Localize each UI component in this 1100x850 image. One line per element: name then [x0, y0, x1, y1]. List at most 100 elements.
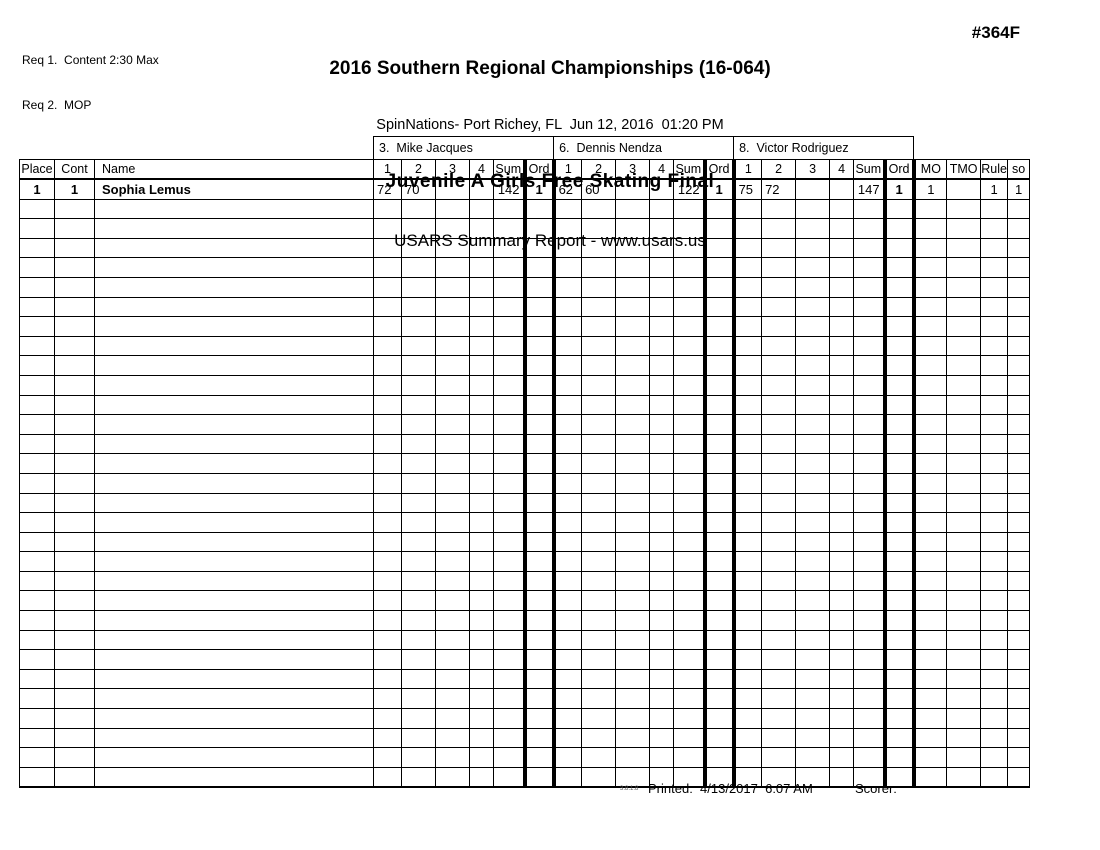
empty-cell [980, 414, 1009, 435]
empty-cell [829, 668, 855, 690]
empty-cell [581, 551, 617, 572]
empty-cell [882, 296, 916, 318]
empty-cell [553, 335, 583, 357]
empty-cell [373, 276, 403, 298]
empty-cell [401, 512, 437, 533]
empty-cell [581, 688, 617, 710]
empty-cell [673, 296, 706, 318]
empty-cell [493, 649, 526, 670]
empty-cell [733, 472, 763, 494]
empty-cell [795, 551, 831, 572]
empty-cell [795, 335, 831, 357]
empty-cell [93, 629, 375, 651]
empty-table-row [19, 629, 1031, 651]
empty-cell [853, 668, 886, 690]
empty-cell [493, 237, 526, 259]
empty-cell [54, 649, 95, 670]
empty-cell [553, 649, 583, 670]
empty-table-row [19, 453, 1031, 474]
j1-score1-header: 1 [373, 159, 403, 180]
empty-cell [853, 276, 886, 298]
empty-cell [733, 668, 763, 690]
empty-cell [702, 512, 736, 533]
empty-cell [93, 218, 375, 239]
column-header-row: Place Cont Name 1 2 3 4 Sum Ord 1 2 3 4 … [19, 159, 1031, 180]
empty-cell [980, 551, 1009, 572]
empty-cell [493, 453, 526, 474]
empty-cell [882, 472, 916, 494]
empty-cell [761, 453, 797, 474]
empty-cell [581, 531, 617, 553]
empty-cell [93, 237, 375, 259]
empty-cell [615, 590, 651, 612]
empty-cell [401, 688, 437, 710]
empty-cell [1007, 198, 1031, 220]
empty-cell [761, 727, 797, 749]
empty-cell [673, 433, 706, 455]
empty-cell [853, 472, 886, 494]
empty-cell [522, 316, 556, 337]
empty-cell [673, 316, 706, 337]
empty-cell [882, 512, 916, 533]
empty-cell [373, 218, 403, 239]
empty-cell [522, 394, 556, 416]
empty-cell [761, 747, 797, 768]
empty-cell [673, 492, 706, 514]
empty-cell [373, 453, 403, 474]
empty-cell [649, 649, 675, 670]
empty-cell [733, 708, 763, 729]
empty-cell [373, 512, 403, 533]
empty-cell [733, 570, 763, 592]
empty-cell [980, 610, 1009, 631]
empty-table-row [19, 237, 1031, 259]
empty-cell [553, 237, 583, 259]
empty-cell [980, 276, 1009, 298]
empty-cell [401, 374, 437, 396]
empty-cell [882, 257, 916, 278]
empty-cell [946, 610, 982, 631]
empty-cell [54, 610, 95, 631]
empty-cell [373, 198, 403, 220]
empty-cell [1007, 472, 1031, 494]
empty-cell [913, 257, 948, 278]
empty-cell [1007, 355, 1031, 376]
empty-cell [401, 198, 437, 220]
j2-score3-header: 3 [615, 159, 651, 180]
empty-cell [853, 747, 886, 768]
empty-cell [980, 727, 1009, 749]
empty-cell [553, 610, 583, 631]
empty-cell [853, 649, 886, 670]
empty-cell [401, 316, 437, 337]
empty-cell [882, 374, 916, 396]
empty-cell [493, 296, 526, 318]
empty-cell [733, 218, 763, 239]
empty-cell [649, 668, 675, 690]
empty-cell [946, 668, 982, 690]
empty-cell [469, 335, 495, 357]
empty-cell [946, 374, 982, 396]
empty-cell [373, 610, 403, 631]
empty-cell [761, 296, 797, 318]
empty-cell [913, 433, 948, 455]
empty-cell [980, 492, 1009, 514]
empty-cell [673, 629, 706, 651]
j1-score1-cell: 72 [373, 178, 403, 200]
empty-table-row [19, 708, 1031, 729]
empty-cell [493, 335, 526, 357]
empty-cell [980, 472, 1009, 494]
empty-cell [673, 472, 706, 494]
empty-cell [649, 472, 675, 494]
empty-cell [469, 590, 495, 612]
empty-cell [649, 610, 675, 631]
empty-cell [581, 472, 617, 494]
empty-cell [980, 394, 1009, 416]
empty-cell [649, 316, 675, 337]
empty-cell [853, 688, 886, 710]
empty-cell [702, 551, 736, 572]
empty-cell [702, 766, 736, 789]
empty-cell [882, 335, 916, 357]
empty-cell [913, 394, 948, 416]
empty-cell [93, 688, 375, 710]
empty-cell [19, 610, 55, 631]
empty-cell [581, 335, 617, 357]
